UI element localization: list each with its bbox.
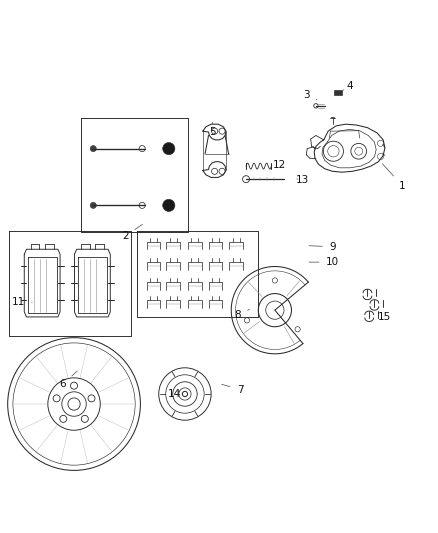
Circle shape — [162, 142, 175, 155]
Text: 4: 4 — [343, 81, 353, 91]
Text: 12: 12 — [272, 160, 286, 170]
Text: 6: 6 — [60, 371, 77, 390]
Text: 1: 1 — [382, 164, 406, 191]
Text: 9: 9 — [309, 242, 336, 252]
Text: 13: 13 — [295, 175, 309, 185]
Text: 8: 8 — [234, 309, 250, 320]
Text: 14: 14 — [168, 389, 181, 399]
Text: 7: 7 — [222, 384, 243, 394]
Bar — [334, 90, 342, 95]
Circle shape — [182, 391, 187, 397]
Text: 10: 10 — [309, 257, 339, 267]
Circle shape — [68, 398, 80, 410]
Circle shape — [71, 382, 78, 389]
Text: 2: 2 — [122, 224, 142, 241]
Text: 15: 15 — [378, 312, 391, 322]
Circle shape — [90, 203, 96, 208]
Circle shape — [81, 415, 88, 422]
Circle shape — [53, 395, 60, 402]
Circle shape — [162, 199, 175, 212]
Text: 5: 5 — [209, 123, 216, 137]
Circle shape — [60, 415, 67, 422]
Circle shape — [90, 146, 96, 152]
Text: 11: 11 — [11, 297, 32, 308]
Text: 3: 3 — [303, 91, 317, 100]
Circle shape — [88, 395, 95, 402]
